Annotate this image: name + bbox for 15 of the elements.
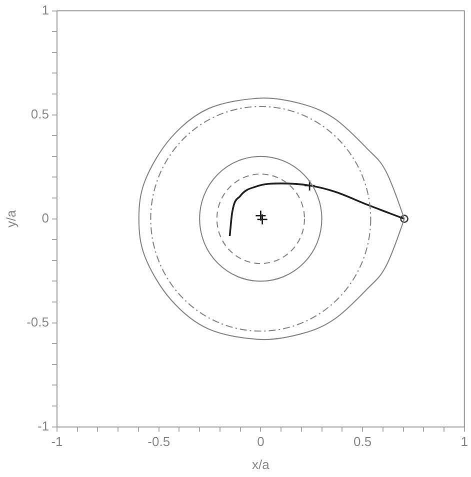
- x-tick-label: 0.5: [354, 434, 372, 450]
- x-axis-title: x/a: [252, 456, 270, 472]
- y-tick-label: -0.5: [26, 314, 49, 330]
- y-tick-label: 0.5: [30, 106, 49, 122]
- y-tick-label: 1: [42, 2, 49, 18]
- point: [256, 214, 268, 226]
- y-tick-label: -1: [37, 418, 49, 434]
- x-tick-label: 0: [257, 434, 264, 450]
- point: [254, 210, 266, 222]
- point: [400, 214, 408, 223]
- x-tick-label: -0.5: [148, 434, 170, 450]
- y-tick-label: 0: [42, 210, 49, 226]
- x-tick-label: -1: [51, 434, 63, 450]
- y-axis-title: y/a: [3, 209, 18, 228]
- x-tick-label: 1: [460, 434, 468, 450]
